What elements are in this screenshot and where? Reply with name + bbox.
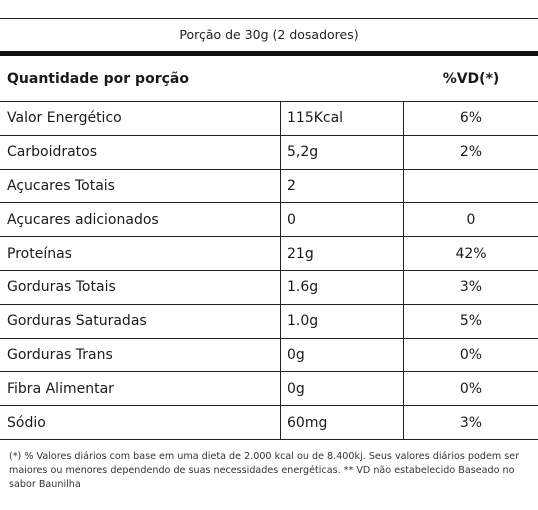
- nutrient-amount: 1.0g: [280, 304, 404, 338]
- header-vd-label: %VD(*): [442, 70, 500, 87]
- nutrient-amount: 1.6g: [280, 270, 404, 304]
- nutrient-name: Carboidratos: [7, 144, 98, 161]
- nutrient-vd: 6%: [459, 110, 483, 127]
- footnote: (*) % Valores diários com base em uma di…: [9, 451, 520, 490]
- nutrient-amount: 60mg: [280, 406, 404, 439]
- serving-size: Porção de 30g (2 dosadores): [179, 27, 359, 42]
- nutrient-vd: 3%: [459, 279, 483, 296]
- nutrient-amount: 2: [280, 169, 404, 203]
- nutrient-vd: [404, 170, 538, 203]
- nutrient-name: Açucares Totais: [7, 177, 115, 194]
- nutrient-name: Gorduras Totais: [7, 279, 116, 296]
- table-row: Proteínas 21g 42%: [0, 237, 538, 271]
- nutrient-name: Gorduras Saturadas: [7, 313, 147, 330]
- nutrient-name: Valor Energético: [7, 110, 122, 127]
- thick-divider: [0, 51, 538, 56]
- nutrient-amount: 21g: [280, 237, 404, 270]
- nutrient-amount: 0g: [280, 338, 404, 372]
- nutrient-amount: 115Kcal: [280, 102, 404, 135]
- table-row: Carboidratos 5,2g 2%: [0, 135, 538, 170]
- nutrient-amount: 0g: [280, 372, 404, 406]
- nutrient-name: Fibra Alimentar: [7, 380, 114, 397]
- nutrient-name: Proteínas: [7, 245, 72, 262]
- table-row: Fibra Alimentar 0g 0%: [0, 372, 538, 407]
- nutrient-amount: 5,2g: [280, 135, 404, 169]
- table-row: Açucares adicionados 0 0: [0, 203, 538, 238]
- table-header: Quantidade por porção %VD(*): [0, 56, 538, 102]
- nutrient-vd: 42%: [455, 245, 487, 262]
- nutrient-name: Sódio: [7, 414, 46, 431]
- table-row: Valor Energético 115Kcal 6%: [0, 102, 538, 136]
- nutrient-amount: 0: [280, 203, 404, 237]
- table-row: Sódio 60mg 3%: [0, 406, 538, 440]
- nutrient-vd: 0%: [459, 380, 483, 397]
- nutrition-table: Porção de 30g (2 dosadores) Quantidade p…: [0, 18, 538, 440]
- header-quantity-label: Quantidade por porção: [7, 70, 189, 87]
- nutrient-name: Gorduras Trans: [7, 346, 113, 363]
- table-row: Gorduras Totais 1.6g 3%: [0, 270, 538, 305]
- table-row: Gorduras Trans 0g 0%: [0, 338, 538, 373]
- nutrient-vd: 5%: [459, 313, 483, 330]
- table-row: Açucares Totais 2: [0, 169, 538, 204]
- nutrient-vd: 3%: [459, 414, 483, 431]
- nutrient-vd: 0: [466, 211, 476, 228]
- nutrient-name: Açucares adicionados: [7, 211, 159, 228]
- nutrient-rows: Valor Energético 115Kcal 6% Carboidratos 5,2…: [0, 102, 538, 440]
- table-row: Gorduras Saturadas 1.0g 5%: [0, 304, 538, 339]
- nutrient-vd: 0%: [459, 346, 483, 363]
- nutrient-vd: 2%: [459, 144, 483, 161]
